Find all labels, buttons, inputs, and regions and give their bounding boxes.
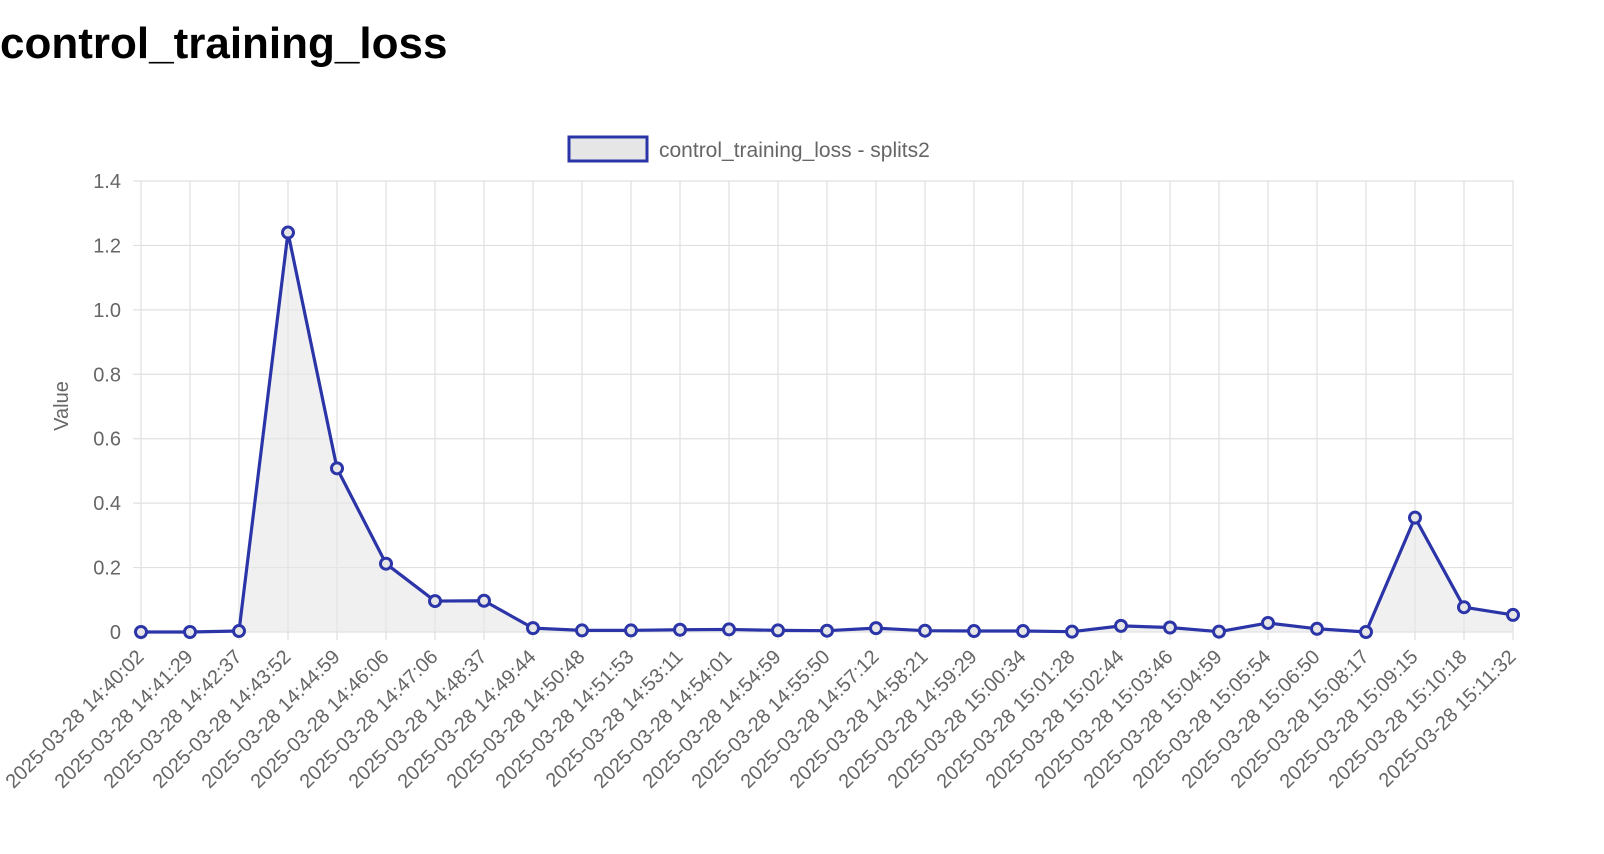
data-point[interactable]: [869, 621, 883, 636]
data-point[interactable]: [673, 622, 687, 637]
y-tick-label: 1.4: [93, 171, 121, 193]
data-point[interactable]: [1261, 615, 1275, 630]
y-tick-label: 0.2: [93, 558, 121, 580]
data-point[interactable]: [1506, 607, 1520, 622]
data-point[interactable]: [820, 623, 834, 638]
y-tick-label: 0.8: [93, 364, 121, 386]
data-point[interactable]: [1016, 624, 1030, 639]
data-point[interactable]: [1310, 621, 1324, 636]
y-tick-label: 0: [110, 622, 121, 644]
data-point[interactable]: [183, 625, 197, 639]
data-point[interactable]: [1114, 618, 1128, 633]
legend-label: control_training_loss - splits2: [659, 139, 930, 162]
data-point[interactable]: [1212, 624, 1226, 639]
data-point[interactable]: [281, 225, 295, 240]
data-point[interactable]: [918, 623, 932, 638]
data-point[interactable]: [1065, 624, 1079, 639]
data-point[interactable]: [1408, 510, 1422, 525]
y-axis-ticks: 0 0.2 0.4 0.6 0.8 1.0 1.2 1.4: [93, 171, 121, 644]
data-point[interactable]: [526, 621, 540, 636]
data-point[interactable]: [1457, 600, 1471, 615]
data-point[interactable]: [477, 593, 491, 608]
data-point[interactable]: [722, 622, 736, 637]
legend-swatch: [567, 135, 649, 163]
y-tick-label: 1.0: [93, 300, 121, 322]
series-group: [134, 225, 1520, 639]
data-point[interactable]: [428, 594, 442, 609]
data-point[interactable]: [330, 461, 344, 476]
y-axis-title: Value: [51, 381, 73, 431]
data-point[interactable]: [134, 625, 148, 639]
y-tick-label: 0.4: [93, 493, 121, 515]
data-point[interactable]: [624, 623, 638, 638]
y-tick-label: 1.2: [93, 235, 121, 257]
data-point[interactable]: [379, 556, 393, 571]
series-area: [141, 232, 1513, 633]
data-point[interactable]: [1163, 620, 1177, 635]
data-point[interactable]: [1359, 625, 1373, 639]
data-point[interactable]: [967, 624, 981, 639]
data-point[interactable]: [575, 623, 589, 638]
data-point[interactable]: [771, 623, 785, 638]
y-tick-label: 0.6: [93, 429, 121, 451]
data-point[interactable]: [232, 624, 246, 639]
legend[interactable]: control_training_loss - splits2: [567, 135, 930, 163]
page-title: control_training_loss: [0, 19, 448, 68]
